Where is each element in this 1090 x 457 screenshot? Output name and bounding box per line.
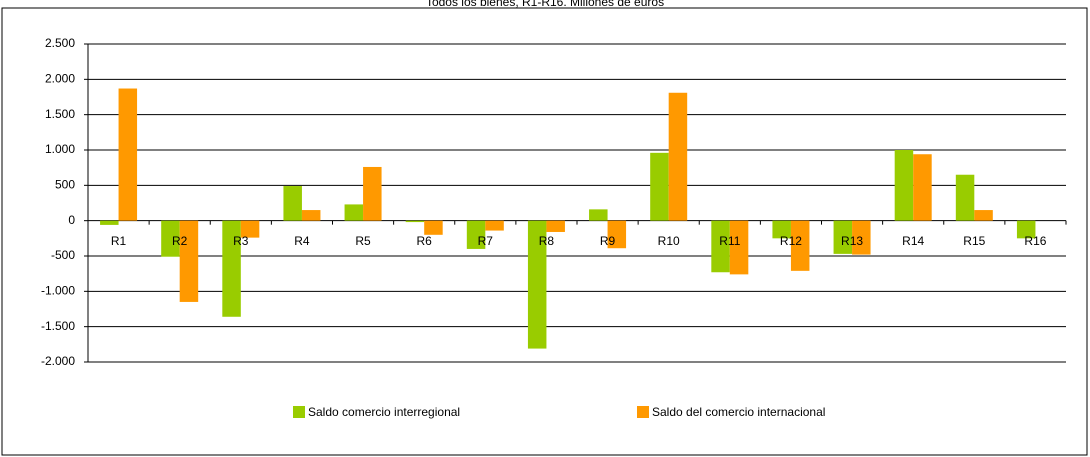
x-tick-label: R7 xyxy=(478,234,494,248)
x-tick-label: R6 xyxy=(417,234,433,248)
bar xyxy=(527,220,547,349)
bar xyxy=(100,220,119,225)
y-tick-label: -500 xyxy=(51,248,75,262)
legend-swatch xyxy=(637,406,649,418)
bar xyxy=(955,174,975,221)
bar xyxy=(161,220,180,257)
y-tick-label: 0 xyxy=(68,213,75,227)
x-tick-label: R16 xyxy=(1024,234,1046,248)
bar xyxy=(974,210,993,221)
bar xyxy=(546,220,565,232)
x-tick-label: R9 xyxy=(600,234,616,248)
bar xyxy=(589,209,608,221)
bar xyxy=(913,154,932,221)
bar xyxy=(301,210,321,221)
bar xyxy=(363,166,382,221)
legend-swatch xyxy=(293,406,305,418)
bar xyxy=(668,92,688,221)
bar xyxy=(485,220,504,231)
y-tick-label: 1.000 xyxy=(45,142,75,156)
bar xyxy=(607,220,627,249)
legend-label: Saldo comercio interregional xyxy=(308,405,460,419)
chart-title: Todos los bienes, R1-R16. Millones de eu… xyxy=(426,0,664,9)
y-tick-label: -1.000 xyxy=(41,284,75,298)
bar xyxy=(852,220,871,255)
x-tick-label: R12 xyxy=(780,234,802,248)
bar xyxy=(790,220,810,271)
bar xyxy=(179,220,199,302)
y-tick-label: 2.000 xyxy=(45,72,75,86)
bar xyxy=(833,220,853,254)
x-tick-label: R13 xyxy=(841,234,863,248)
bar xyxy=(711,220,730,273)
bar xyxy=(1016,220,1036,239)
bar xyxy=(424,220,443,235)
x-tick-label: R2 xyxy=(172,234,188,248)
x-tick-label: R11 xyxy=(719,234,740,248)
x-tick-label: R4 xyxy=(294,234,310,248)
bar xyxy=(405,220,425,223)
y-tick-label: 2.500 xyxy=(45,36,75,50)
bar xyxy=(283,186,302,221)
bar xyxy=(772,220,791,239)
y-tick-label: 500 xyxy=(55,178,75,192)
bar xyxy=(466,220,486,249)
bar xyxy=(344,204,364,221)
x-tick-label: R10 xyxy=(658,234,680,248)
y-tick-label: 1.500 xyxy=(45,107,75,121)
bar xyxy=(650,152,669,221)
legend-label: Saldo del comercio internacional xyxy=(652,405,825,419)
x-tick-label: R3 xyxy=(233,234,249,248)
bar xyxy=(894,150,914,221)
x-tick-label: R1 xyxy=(111,234,127,248)
x-tick-label: R15 xyxy=(963,234,985,248)
bar xyxy=(222,220,241,317)
x-tick-label: R8 xyxy=(539,234,555,248)
y-tick-label: -1.500 xyxy=(41,319,75,333)
x-tick-label: R14 xyxy=(902,234,924,248)
y-tick-label: -2.000 xyxy=(41,354,75,368)
x-tick-label: R5 xyxy=(355,234,371,248)
bar xyxy=(118,88,138,221)
bar xyxy=(240,220,260,238)
bar xyxy=(729,220,749,275)
